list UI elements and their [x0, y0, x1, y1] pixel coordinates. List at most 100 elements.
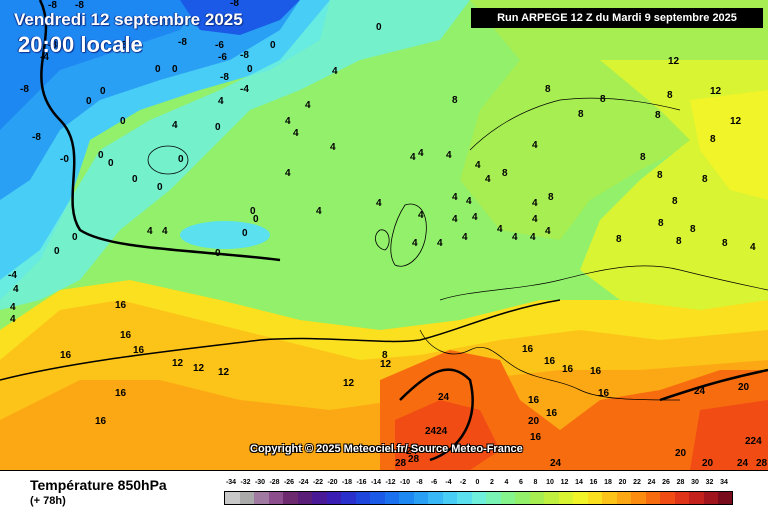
- isotherm-label: -8: [48, 40, 57, 51]
- legend-tick: -24: [298, 479, 309, 486]
- legend-swatch: [718, 492, 732, 504]
- isotherm-label: -8: [240, 50, 249, 61]
- isotherm-label: 0: [120, 116, 126, 127]
- isotherm-label: 8: [672, 196, 678, 207]
- isotherm-label: 0: [86, 96, 92, 107]
- field-yellow2-east: [690, 90, 768, 200]
- legend-swatch: [674, 492, 689, 504]
- legend-tick: -26: [283, 479, 295, 486]
- legend-swatch: [283, 492, 298, 504]
- legend-tick: -4: [445, 479, 452, 486]
- legend-swatch: [312, 492, 327, 504]
- legend-tick: -28: [269, 479, 280, 486]
- isotherm-label: 4: [376, 198, 382, 209]
- isotherm-label: 4: [462, 232, 468, 243]
- isotherm-label: 0: [250, 206, 256, 217]
- isotherm-label: 8: [578, 109, 584, 120]
- isotherm-label: 4: [418, 210, 424, 221]
- isotherm-label: 4: [13, 284, 19, 295]
- legend-swatch: [573, 492, 588, 504]
- isotherm-label: 8: [667, 90, 673, 101]
- legend-tick: 26: [662, 479, 670, 486]
- isotherm-label: 4: [437, 238, 443, 249]
- legend-tick: -6: [430, 479, 438, 486]
- isotherm-label: 4: [512, 232, 518, 243]
- isotherm-label: 16: [562, 364, 574, 375]
- legend-tick: -2: [459, 479, 467, 486]
- isotherm-label: 12: [172, 358, 184, 369]
- legend-swatch: [645, 492, 660, 504]
- isotherm-label: -4: [40, 52, 49, 63]
- isotherm-label: 28: [756, 458, 768, 469]
- isotherm-label: 4: [530, 232, 536, 243]
- legend-swatch: [442, 492, 457, 504]
- field-very-cold-zone: [180, 0, 300, 35]
- isotherm-label: 4: [10, 302, 16, 313]
- isotherm-label: 12: [730, 116, 742, 127]
- isotherm-label: 20: [675, 448, 687, 459]
- legend-tick: 8: [533, 479, 538, 486]
- isotherm-label: 4: [147, 226, 153, 237]
- field-coldest-zone: [0, 0, 200, 130]
- model-run-banner: Run ARPEGE 12 Z du Mardi 9 septembre 202…: [471, 8, 763, 28]
- legend-tick: 34: [720, 479, 728, 486]
- isotherm-label: 4: [172, 120, 178, 131]
- isotherm-label: 16: [590, 366, 602, 377]
- isotherm-24: [399, 368, 474, 462]
- isotherm-label: 4: [545, 226, 551, 237]
- isotherm-label: 4: [10, 314, 16, 325]
- field-hottest-spot: [395, 400, 500, 470]
- legend-swatch: [631, 492, 646, 504]
- copyright-notice: Copyright © 2025 Meteociel.fr/ Source Me…: [250, 443, 523, 455]
- isotherm-label: 16: [133, 345, 145, 356]
- legend-swatch: [225, 492, 240, 504]
- isotherm-label: 0: [247, 64, 253, 75]
- coastline-iceland: [147, 145, 189, 175]
- isotherm-label: -8: [32, 132, 41, 143]
- isotherm-label: 2424: [425, 426, 448, 437]
- legend-tick: 10: [546, 479, 554, 486]
- isotherm-label: 12: [343, 378, 355, 389]
- legend-tick: 20: [618, 479, 627, 486]
- legend-tick: -18: [341, 479, 353, 486]
- isotherm-0: [38, 0, 281, 262]
- legend-swatch: [413, 492, 428, 504]
- isotherm-label: 0: [155, 64, 161, 75]
- legend-tick: 30: [691, 479, 699, 486]
- legend-tick: -22: [312, 479, 324, 486]
- isotherm-label: -8: [75, 0, 84, 11]
- isotherm-label: 12: [668, 56, 680, 67]
- isotherm-label: -4: [240, 84, 249, 95]
- color-legend: [224, 491, 733, 505]
- legend-swatch: [239, 492, 254, 504]
- map-footer: Température 850hPa (+ 78h) -34 -32 -30 -28-…: [0, 470, 768, 513]
- isotherm-label: 20: [738, 382, 750, 393]
- temperature-map: -8 -8 -8 0 -8 -8 -8 -6 0 -4 -6 -8 0 0 0 4 -8 -4 12 -8 0 0 4 4 8 8…: [0, 0, 768, 470]
- legend-swatch: [660, 492, 675, 504]
- legend-swatch: [297, 492, 312, 504]
- legend-swatch: [544, 492, 559, 504]
- legend-tick: -16: [356, 479, 367, 486]
- isotherm-label: 8: [452, 95, 458, 106]
- isotherm-label: 4: [750, 242, 756, 253]
- isotherm-12: [0, 299, 561, 381]
- legend-swatch: [428, 492, 443, 504]
- isotherm-label: 16: [120, 330, 132, 341]
- isotherm-label: 8: [702, 174, 708, 185]
- isotherm-label: 16: [544, 356, 556, 367]
- isotherm-label: 8: [545, 84, 551, 95]
- isotherm-label: -4: [8, 270, 17, 281]
- legend-tick: 6: [519, 479, 523, 486]
- isotherm-label: 0: [253, 214, 259, 225]
- legend-tick: 24: [647, 479, 656, 486]
- isotherm-label: 0: [54, 246, 60, 257]
- legend-tick: -8: [416, 479, 423, 486]
- isotherm-label: 0: [376, 22, 382, 33]
- isotherm-label: 8: [548, 192, 554, 203]
- isotherm-label: 24: [550, 458, 562, 469]
- legend-tick: 2: [490, 479, 494, 486]
- isotherm-label: 4: [285, 168, 291, 179]
- legend-tick: 0: [475, 479, 480, 486]
- isotherm-label: 0: [172, 64, 178, 75]
- legend-tick: -20: [327, 479, 338, 486]
